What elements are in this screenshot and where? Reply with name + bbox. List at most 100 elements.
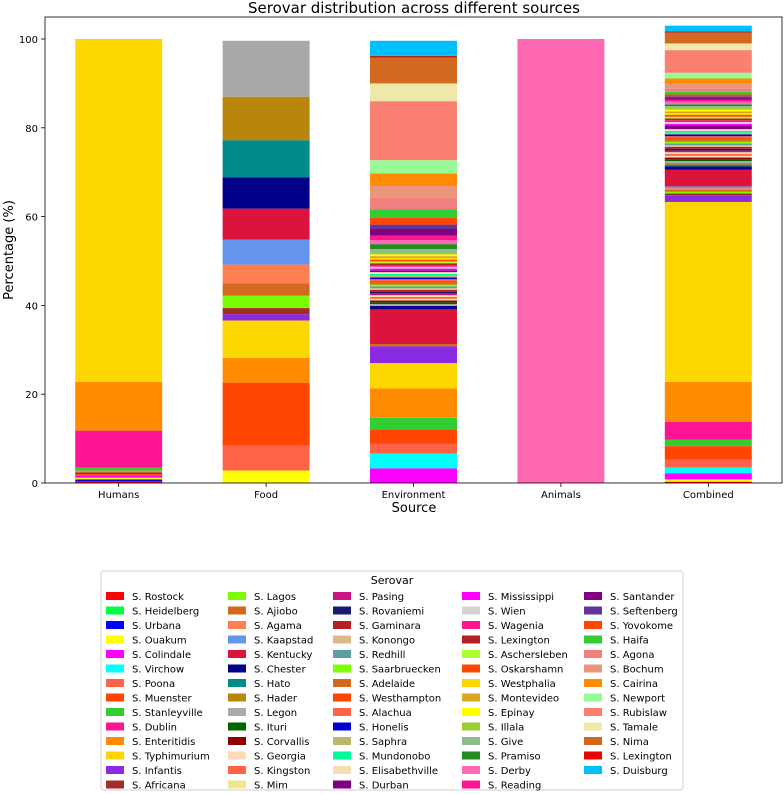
legend-item: S. Pasing — [333, 592, 404, 603]
legend-item: S. Illala — [462, 722, 524, 734]
legend-swatch — [228, 751, 246, 760]
bar-segment — [664, 91, 752, 95]
legend-item: S. Pramiso — [462, 751, 541, 763]
bar-segment — [370, 417, 457, 430]
y-tick-label: 100 — [19, 35, 38, 46]
legend-label: S. Urbana — [132, 621, 181, 632]
bar-segment — [370, 277, 457, 280]
bar-segment — [664, 479, 752, 482]
bar-segment — [664, 50, 752, 73]
bar-segment — [370, 300, 457, 303]
bar-segment — [370, 263, 457, 265]
bar-segment — [222, 295, 310, 309]
legend-label: S. Newport — [610, 694, 665, 705]
bar-segment — [664, 83, 752, 89]
bar-segment — [75, 475, 163, 478]
legend-swatch — [462, 679, 480, 687]
bar-combined — [664, 25, 752, 483]
bar-segment — [664, 169, 752, 187]
legend-item: S. Gaminara — [333, 621, 421, 632]
legend-item: S. Bochum — [584, 664, 664, 676]
legend-label: S. Agona — [610, 650, 654, 661]
legend-swatch — [106, 722, 124, 731]
bar-segment — [664, 473, 752, 480]
legend-swatch — [584, 650, 602, 658]
legend-swatch — [228, 693, 246, 702]
x-tick-label: Combined — [683, 490, 734, 501]
bar-segment — [664, 114, 752, 117]
legend-title: Serovar — [371, 574, 414, 587]
legend-label: S. Mississippi — [488, 592, 554, 603]
bar-segment — [222, 40, 310, 97]
bar-segment — [75, 467, 163, 471]
bar-segment — [664, 43, 752, 51]
legend-item: S. Duisburg — [584, 766, 668, 777]
y-axis-label: Percentage (%) — [2, 200, 17, 300]
y-tick-label: 40 — [25, 301, 38, 312]
legend-swatch — [584, 722, 602, 731]
bar-segment — [370, 257, 457, 260]
bar-environment — [370, 40, 457, 483]
bar-segment — [222, 470, 310, 483]
bar-segment — [222, 208, 310, 240]
bar-segment — [664, 143, 752, 146]
legend-swatch — [584, 679, 602, 687]
bar-segment — [370, 244, 457, 250]
bar-food — [222, 40, 310, 483]
legend-item: S. Enteritidis — [106, 737, 195, 748]
legend-label: S. Mim — [254, 781, 288, 792]
bar-segment — [370, 101, 457, 161]
bar-segment — [664, 150, 752, 153]
legend-swatch — [333, 650, 351, 658]
legend-label: S. Kingston — [254, 766, 310, 777]
legend-item: S. Give — [462, 737, 523, 748]
legend-swatch — [106, 708, 124, 716]
legend-label: S. Illala — [488, 723, 524, 734]
legend-swatch — [462, 708, 480, 716]
legend-swatch — [106, 737, 124, 745]
bar-segment — [517, 39, 605, 483]
legend-item: S. Mundonobo — [333, 751, 430, 763]
y-tick-label: 0 — [32, 479, 38, 490]
bar-segment — [370, 224, 457, 230]
legend-swatch — [462, 780, 480, 789]
legend: Serovar S. Rostock S. Heidelberg S. Urbana… — [100, 570, 684, 792]
bar-segment — [370, 259, 457, 262]
legend-label: S. Stanleyville — [132, 708, 203, 719]
legend-label: S. Typhimurium — [132, 752, 210, 763]
legend-label: S. Mundonobo — [359, 752, 430, 763]
bar-segment — [664, 188, 752, 190]
legend-label: S. Lexington — [610, 752, 672, 763]
bar-segment — [664, 136, 752, 139]
legend-label: S. Derby — [488, 766, 531, 777]
legend-label: S. Agama — [254, 621, 302, 632]
legend-swatch — [228, 606, 246, 615]
bar-segment — [664, 88, 752, 92]
bar-segment — [664, 139, 752, 142]
legend-label: S. Westphalia — [488, 679, 556, 690]
legend-swatch — [462, 650, 480, 658]
legend-label: S. Ouakum — [132, 636, 187, 647]
legend-label: S. Wien — [488, 607, 526, 618]
legend-swatch — [333, 780, 351, 789]
legend-item: S. Wagenia — [462, 621, 544, 632]
legend-label: S. Saarbruecken — [359, 665, 441, 676]
bar-segment — [664, 154, 752, 156]
y-tick-label: 80 — [25, 124, 38, 135]
legend-label: S. Elisabethville — [359, 766, 438, 777]
bar-segment — [664, 201, 752, 382]
legend-swatch — [462, 722, 480, 731]
legend-label: S. Santander — [610, 592, 675, 603]
legend-label: S. Georgia — [254, 752, 306, 763]
bar-segment — [370, 266, 457, 269]
legend-swatch — [584, 621, 602, 629]
legend-swatch — [584, 606, 602, 615]
bar-segment — [370, 217, 457, 225]
bar-segment — [664, 146, 752, 149]
legend-item: S. Saphra — [333, 737, 407, 748]
legend-label: S. Aschersleben — [488, 650, 568, 661]
bar-segment — [664, 193, 752, 196]
legend-swatch — [333, 766, 351, 774]
bar-segment — [222, 382, 310, 446]
legend-label: S. Rostock — [132, 592, 184, 603]
